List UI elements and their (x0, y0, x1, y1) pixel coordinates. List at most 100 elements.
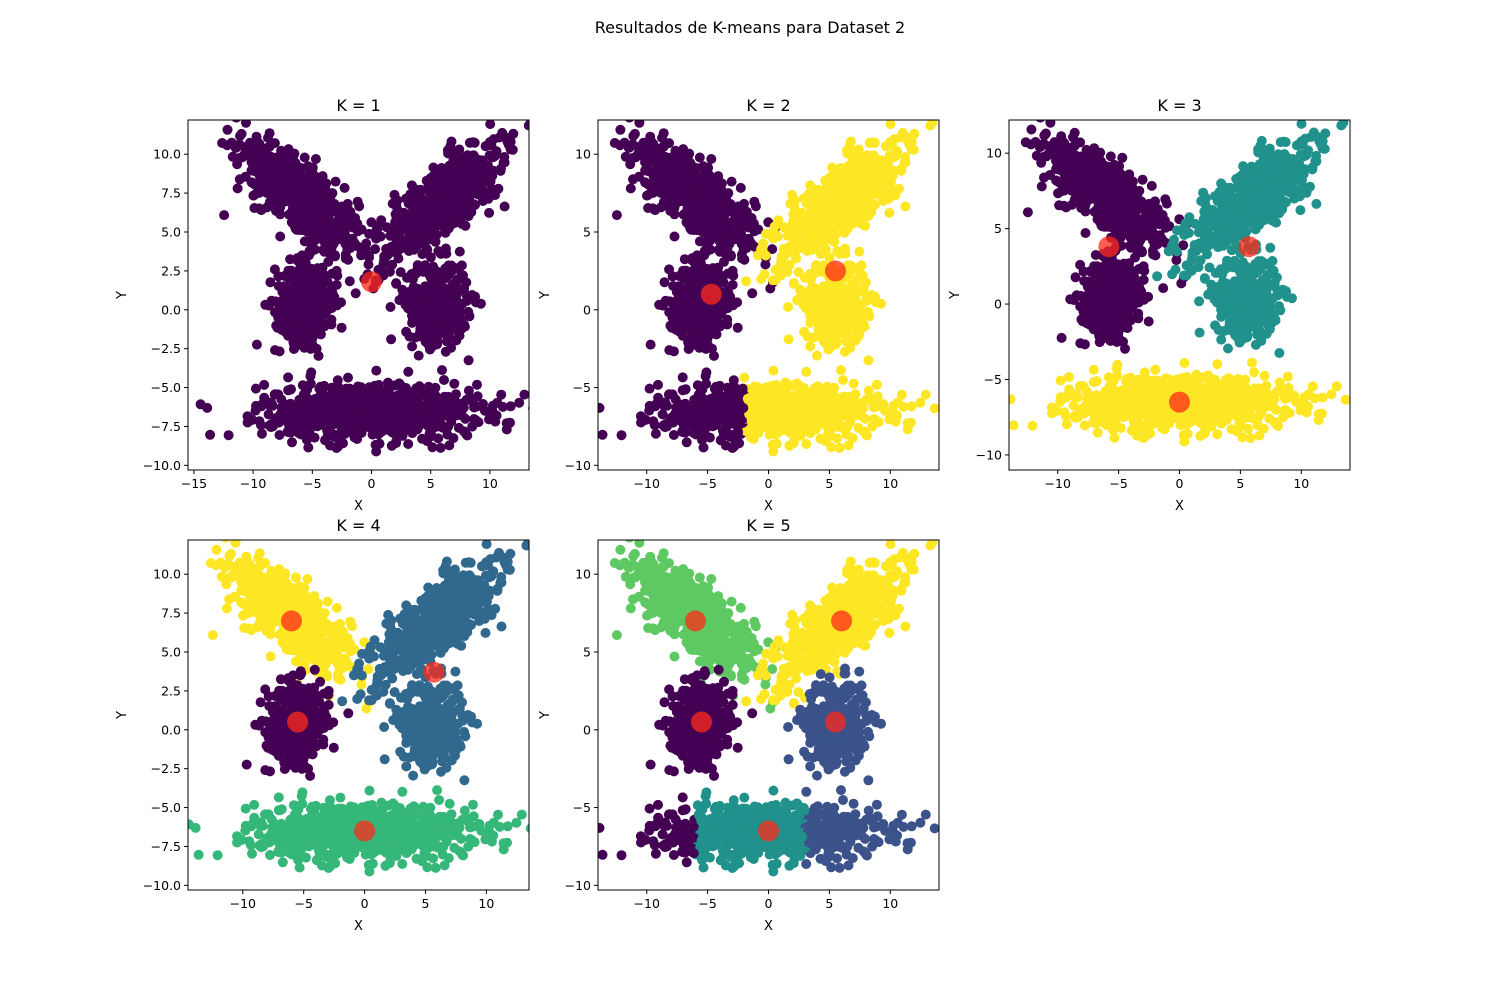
data-point (429, 205, 440, 215)
data-point (863, 306, 873, 317)
data-point (782, 230, 793, 241)
data-point (665, 152, 675, 163)
data-point (390, 209, 401, 220)
data-point (446, 136, 457, 147)
data-point (909, 128, 920, 139)
data-point (321, 204, 332, 215)
data-point (860, 104, 870, 114)
data-point (292, 328, 303, 339)
data-point (824, 252, 835, 263)
data-point (430, 174, 441, 185)
data-point (721, 197, 732, 208)
data-point (845, 283, 856, 294)
data-point (356, 250, 367, 261)
data-point (707, 421, 718, 432)
data-point (523, 120, 529, 131)
data-point (856, 178, 867, 189)
data-point (732, 322, 743, 333)
data-point (382, 401, 392, 412)
data-point (278, 167, 289, 178)
data-point (269, 138, 280, 149)
data-point (449, 378, 460, 389)
data-point (784, 427, 795, 438)
data-point (657, 132, 667, 143)
data-point (478, 399, 488, 409)
data-point (681, 437, 692, 448)
data-point (839, 295, 850, 306)
data-point (446, 283, 457, 294)
data-point (332, 375, 343, 386)
data-point (305, 378, 316, 389)
data-point (251, 400, 261, 411)
data-point (699, 246, 710, 257)
data-point (768, 365, 779, 376)
data-point (205, 429, 216, 440)
x-axis-label: X (354, 499, 363, 514)
data-point (687, 300, 698, 311)
data-point (900, 157, 911, 168)
data-point (332, 205, 343, 216)
x-tick-label: 5 (427, 476, 435, 491)
data-point (616, 430, 627, 441)
data-point (279, 271, 290, 281)
data-point (421, 175, 432, 186)
data-point (657, 409, 668, 420)
data-point (378, 416, 389, 427)
data-point (304, 246, 315, 257)
data-point (338, 416, 349, 427)
data-point (515, 97, 525, 107)
data-point (287, 437, 297, 448)
data-point (329, 250, 340, 261)
data-point (450, 196, 461, 207)
data-point (384, 266, 395, 277)
data-point (729, 441, 740, 452)
y-tick-label: 10.0 (153, 147, 181, 162)
data-point (392, 246, 403, 257)
data-point (879, 168, 889, 179)
data-point (270, 152, 281, 163)
data-point (263, 165, 274, 176)
data-point (894, 183, 904, 194)
data-point (848, 378, 859, 389)
data-point (847, 433, 858, 444)
data-point (690, 202, 701, 213)
data-point (703, 406, 714, 417)
data-point (885, 120, 896, 130)
data-point (788, 209, 799, 220)
data-point (783, 334, 794, 345)
data-point (275, 231, 286, 242)
data-point (801, 439, 812, 449)
data-point (280, 295, 290, 306)
data-point (332, 300, 342, 311)
data-point (257, 428, 267, 439)
data-point (862, 210, 873, 221)
data-point (647, 187, 658, 198)
data-point (793, 267, 804, 278)
data-point (836, 214, 847, 225)
data-point (962, 375, 972, 385)
data-point (293, 401, 304, 412)
data-point (853, 422, 864, 433)
data-point (883, 139, 894, 150)
data-point (293, 280, 304, 291)
data-point (709, 350, 719, 361)
data-point (316, 318, 327, 329)
data-point (706, 154, 717, 164)
data-point (916, 97, 926, 107)
data-point (845, 136, 856, 147)
data-point (667, 312, 678, 323)
data-point (311, 270, 322, 281)
data-point (454, 215, 465, 226)
data-point (454, 399, 465, 410)
data-point (441, 248, 452, 259)
data-point (767, 244, 778, 255)
data-point (223, 430, 234, 441)
data-point (783, 302, 794, 312)
data-point (505, 136, 516, 147)
data-point (266, 419, 277, 429)
data-point (588, 399, 598, 409)
data-point (410, 184, 421, 195)
data-point (265, 277, 276, 288)
data-point (406, 269, 417, 279)
y-tick-label: 5.0 (161, 225, 181, 240)
